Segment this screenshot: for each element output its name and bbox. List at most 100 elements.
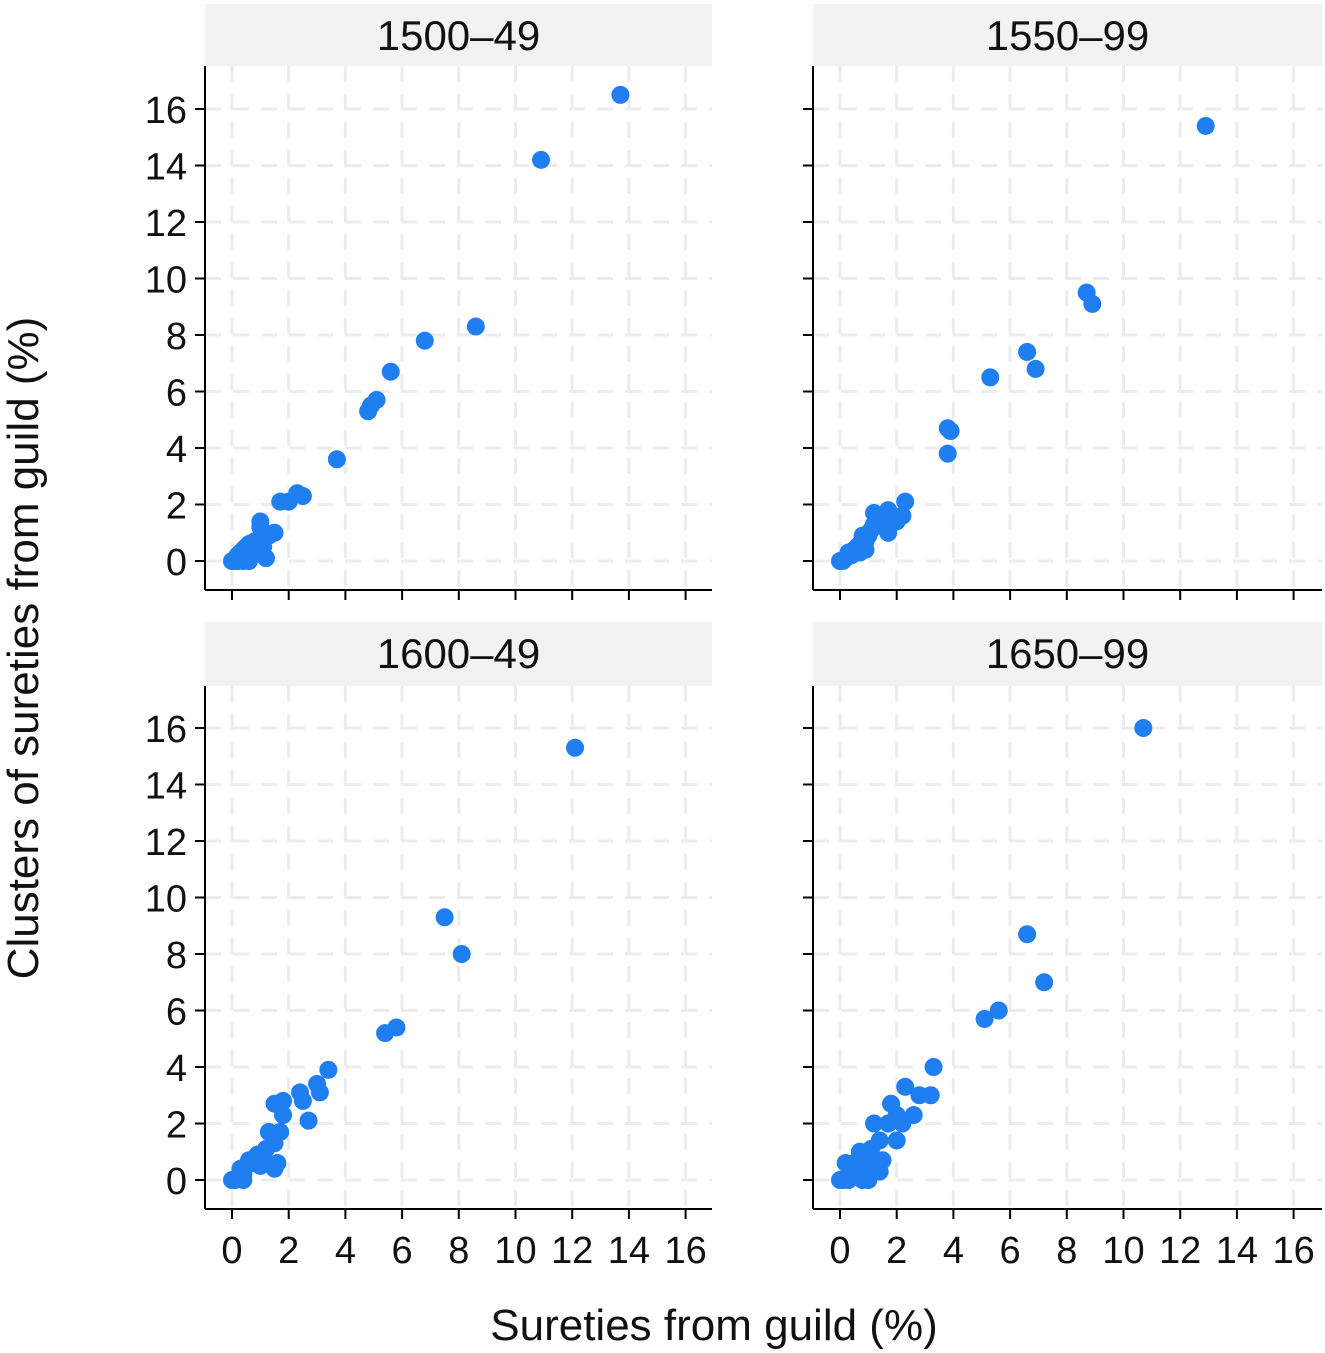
data-point <box>435 908 454 927</box>
data-point <box>251 1156 270 1175</box>
data-point <box>896 492 915 511</box>
y-tick-label: 8 <box>166 935 187 977</box>
data-point <box>1134 719 1153 737</box>
data-point <box>327 450 346 469</box>
data-point <box>265 1159 284 1178</box>
x-tick-label: 2 <box>278 1230 299 1272</box>
x-tick-label: 12 <box>1159 1230 1201 1272</box>
x-tick-label: 8 <box>448 1230 469 1272</box>
data-point <box>856 540 875 559</box>
x-tick-label: 6 <box>392 1230 413 1272</box>
data-point <box>879 1114 898 1133</box>
y-tick-label: 10 <box>145 879 187 921</box>
data-point <box>896 1077 915 1096</box>
panel-title: 1550–99 <box>986 12 1150 59</box>
data-point <box>1035 973 1054 992</box>
y-tick-label: 2 <box>166 486 187 528</box>
y-tick-label: 6 <box>166 373 187 415</box>
data-point <box>882 1094 901 1113</box>
data-point <box>532 150 551 169</box>
x-tick-label: 0 <box>221 1230 242 1272</box>
data-point <box>859 1171 878 1189</box>
data-point <box>870 515 889 534</box>
data-point <box>975 1009 994 1028</box>
x-tick-label: 10 <box>1102 1230 1144 1272</box>
x-tick-label: 14 <box>608 1230 650 1272</box>
y-tick-label: 2 <box>166 1105 187 1147</box>
data-point <box>611 85 630 104</box>
y-axis-label: Clusters of sureties from guild (%) <box>0 317 48 980</box>
y-tick-label: 4 <box>166 1048 187 1090</box>
x-tick-label: 0 <box>829 1230 850 1272</box>
panel-strip <box>813 622 1322 686</box>
x-tick-label: 16 <box>1272 1230 1314 1272</box>
y-tick-label: 10 <box>145 260 187 302</box>
x-tick-label: 12 <box>551 1230 593 1272</box>
data-point <box>924 1058 943 1076</box>
data-point <box>271 492 290 511</box>
data-point <box>359 402 378 421</box>
data-point <box>831 552 849 570</box>
data-point <box>989 1001 1008 1020</box>
panel-title: 1650–99 <box>986 630 1150 677</box>
data-point <box>1018 925 1037 944</box>
panels: 1500–4902468101214161550–991600–49024681… <box>145 4 1322 1272</box>
panel-strip <box>813 4 1322 66</box>
panel-3: 1650–99 0 2 4 6 8 10 12 14 16 <box>803 622 1322 1272</box>
data-point <box>452 945 471 963</box>
panel-1: 1550–99 <box>803 4 1322 600</box>
data-point <box>376 1024 395 1043</box>
y-tick-label: 16 <box>145 709 187 751</box>
data-point <box>865 1114 884 1133</box>
data-point <box>836 1154 855 1173</box>
y-tick-label: 16 <box>145 90 187 132</box>
data-point <box>839 1171 858 1189</box>
x-axis-label: Sureties from guild (%) <box>490 1301 937 1350</box>
y-tick-label: 4 <box>166 429 187 471</box>
y-tick-label: 14 <box>145 147 187 189</box>
panel-0: 1500–49 0 2 4 6 8 10 12 14 16 <box>145 4 712 600</box>
data-point <box>228 552 247 570</box>
data-point <box>274 1106 293 1125</box>
y-tick-label: 0 <box>166 542 187 584</box>
data-point <box>1026 359 1045 378</box>
x-tick-label: 6 <box>1000 1230 1021 1272</box>
x-tick-label: 10 <box>494 1230 536 1272</box>
data-point <box>319 1060 338 1079</box>
y-tick-label: 0 <box>166 1161 187 1203</box>
data-point <box>310 1083 329 1102</box>
data-point <box>248 543 267 562</box>
data-point <box>981 368 1000 387</box>
data-point <box>938 444 957 463</box>
data-point <box>1196 116 1215 135</box>
panel-strip <box>205 4 712 66</box>
y-tick-label: 12 <box>145 822 187 864</box>
x-tick-label: 14 <box>1216 1230 1258 1272</box>
x-tick-label: 8 <box>1056 1230 1077 1272</box>
y-tick-label: 14 <box>145 766 187 808</box>
panel-title: 1500–49 <box>377 12 541 59</box>
x-tick-label: 16 <box>664 1230 706 1272</box>
data-point <box>873 1151 892 1170</box>
data-point <box>941 422 960 441</box>
x-tick-label: 2 <box>886 1230 907 1272</box>
panel-title: 1600–49 <box>377 630 541 677</box>
data-point <box>887 1131 906 1150</box>
data-point <box>910 1086 929 1105</box>
data-point <box>234 1171 253 1189</box>
data-point <box>299 1111 318 1130</box>
data-point <box>1083 294 1102 313</box>
data-point <box>466 317 485 336</box>
data-point <box>893 1114 912 1133</box>
data-point <box>415 331 434 350</box>
data-point <box>293 1091 312 1110</box>
data-point <box>381 362 400 381</box>
y-tick-label: 8 <box>166 316 187 358</box>
y-tick-label: 12 <box>145 203 187 245</box>
y-tick-label: 6 <box>166 992 187 1034</box>
panel-strip <box>205 622 712 686</box>
data-point <box>566 738 585 757</box>
x-tick-label: 4 <box>335 1230 356 1272</box>
